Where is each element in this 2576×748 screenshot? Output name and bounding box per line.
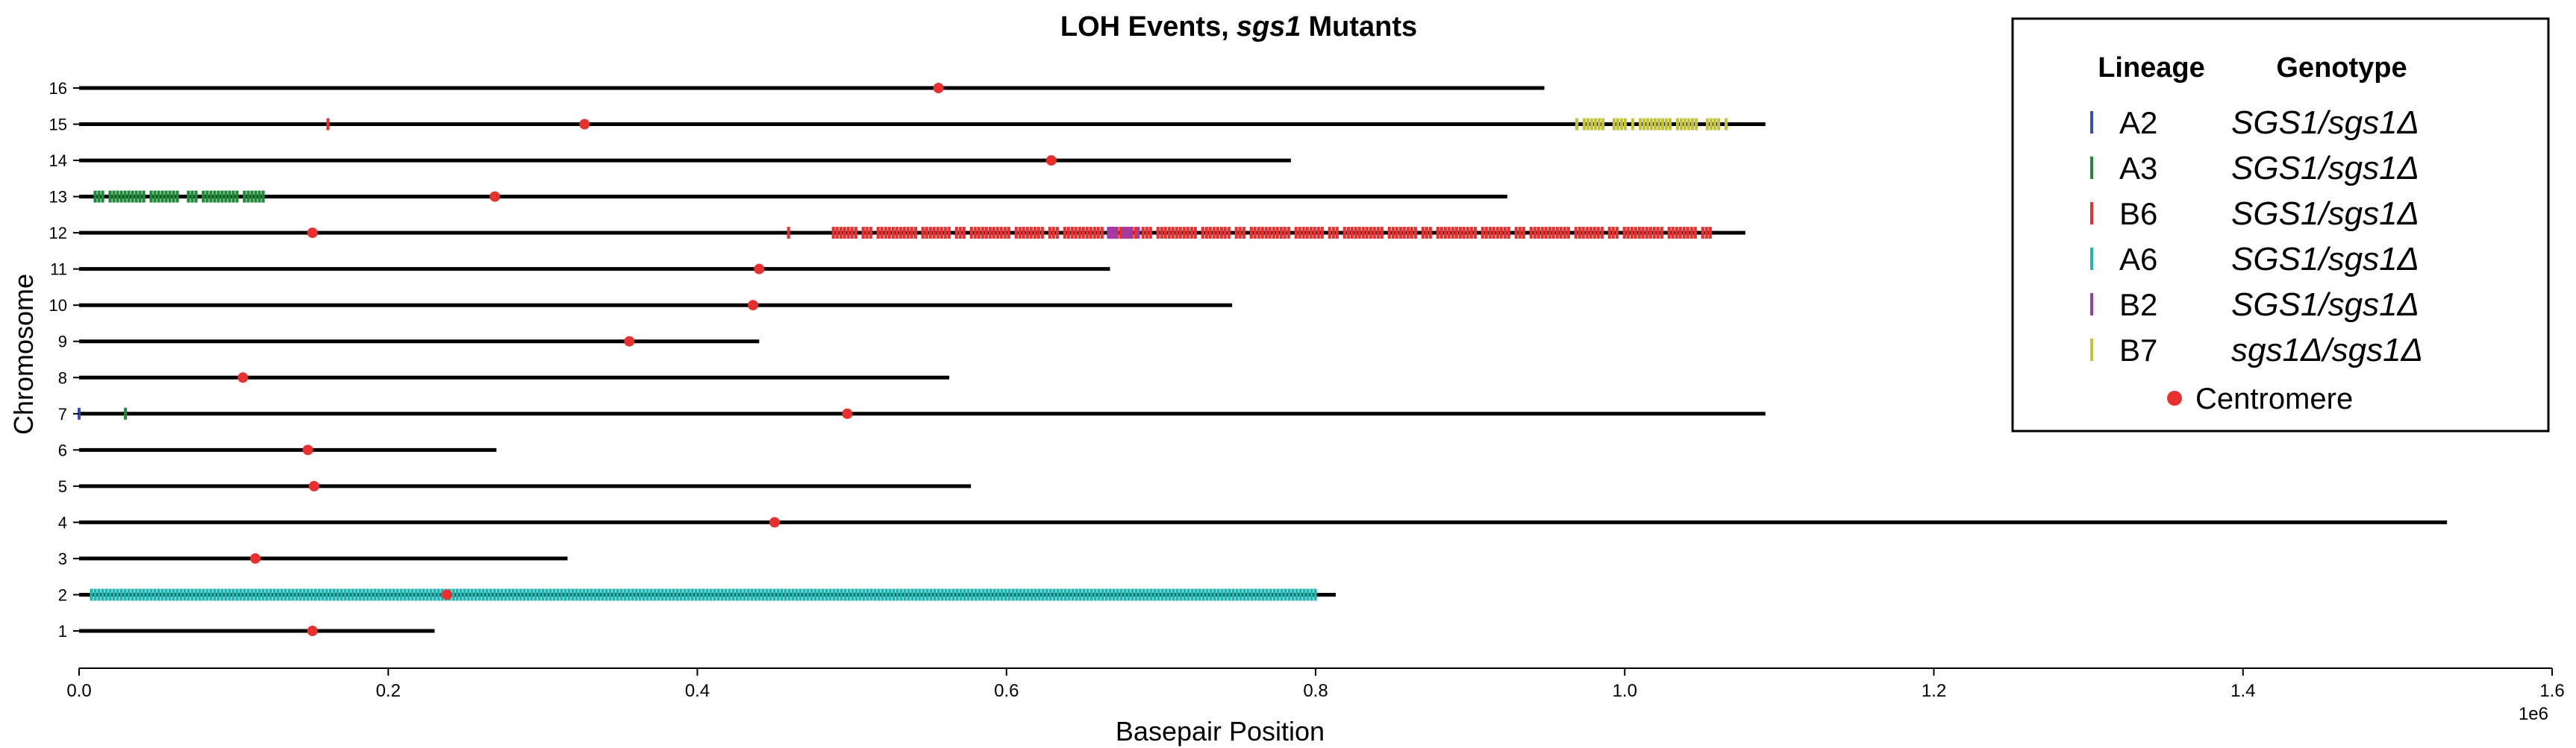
centromere-chr16 [933, 83, 944, 93]
centromere-chr13 [490, 191, 501, 202]
legend-centromere-label: Centromere [2195, 383, 2353, 415]
legend-rows: A2 SGS1/sgs1Δ A3 SGS1/sgs1Δ B6 SGS1/sgs1Δ A6 SG… [2090, 104, 2423, 368]
centromere-chr1 [307, 626, 318, 636]
chart-title: LOH Events, sgs1 Mutants [1060, 11, 1417, 43]
legend-genotype-label: SGS1/sgs1Δ [2231, 150, 2419, 186]
legend-lineage-label: A2 [2119, 105, 2157, 140]
centromere-chr12 [307, 227, 318, 239]
legend-genotype-label: SGS1/sgs1Δ [2231, 286, 2419, 323]
legend-lineage-label: B2 [2119, 287, 2157, 322]
legend-row-B2: B2 SGS1/sgs1Δ [2090, 286, 2419, 323]
x-ticks: 0.0 0.2 0.4 0.6 0.8 1.0 1.2 1.4 1.6 [66, 668, 2565, 701]
legend-row-A2: A2 SGS1/sgs1Δ [2090, 104, 2419, 141]
y-tick-label: 8 [58, 368, 67, 387]
centromere-chr7 [842, 408, 853, 419]
legend-genotype-label: SGS1/sgs1Δ [2231, 241, 2419, 277]
x-tick-label: 0.0 [66, 681, 91, 701]
legend-row-B6: B6 SGS1/sgs1Δ [2090, 195, 2419, 232]
x-tick-label: 0.8 [1303, 681, 1328, 701]
legend-row-A6: A6 SGS1/sgs1Δ [2090, 241, 2419, 277]
legend-genotype-label: SGS1/sgs1Δ [2231, 104, 2419, 141]
centromere-chr9 [624, 336, 635, 347]
y-tick-label: 7 [58, 405, 67, 424]
legend-header-lineage: Lineage [2098, 52, 2205, 84]
centromere-chr10 [748, 300, 759, 311]
legend-header-genotype: Genotype [2276, 52, 2407, 84]
x-axis-label: Basepair Position [1116, 716, 1325, 747]
y-tick-label: 9 [58, 333, 67, 351]
y-tick-label: 13 [49, 188, 67, 207]
loh-event-B7-chr15 [1575, 118, 1728, 131]
legend-row-A3: A3 SGS1/sgs1Δ [2090, 150, 2419, 186]
x-tick-label: 0.2 [376, 681, 401, 701]
y-tick-label: 14 [49, 151, 67, 170]
y-tick-label: 2 [58, 585, 67, 604]
y-tick-label: 11 [50, 260, 67, 279]
loh-event-A3-chr13 [93, 190, 265, 203]
y-tick-label: 6 [58, 441, 67, 459]
x-tick-label: 0.4 [685, 681, 710, 701]
chart-title-suffix: Mutants [1308, 11, 1417, 43]
x-tick-label: 1.2 [1922, 681, 1946, 701]
legend: Lineage Genotype A2 SGS1/sgs1Δ A3 SGS1/sgs1… [2011, 17, 2550, 433]
legend-lineage-label: B7 [2119, 333, 2157, 368]
legend-row-B7: B7 sgs1Δ/sgs1Δ [2090, 332, 2423, 368]
legend-box [2011, 17, 2550, 433]
y-tick-label: 4 [58, 513, 67, 532]
x-offset-label: 1e6 [2519, 704, 2548, 724]
centromere-chr15 [579, 119, 590, 130]
chart-title-main: LOH Events, [1060, 11, 1229, 43]
y-axis-label: Chromosome [8, 274, 39, 435]
centromere-chr2 [441, 589, 452, 600]
centromere-chr6 [302, 444, 313, 456]
y-tick-label: 16 [49, 79, 67, 98]
centromere-chr5 [308, 480, 319, 491]
y-tick-label: 1 [58, 622, 67, 641]
y-tick-label: 3 [58, 550, 67, 568]
plot-area [78, 83, 2448, 636]
legend-genotype-label: SGS1/sgs1Δ [2231, 195, 2419, 232]
centromere-chr3 [250, 553, 261, 564]
centromere-chr14 [1045, 155, 1057, 166]
x-tick-label: 1.6 [2539, 681, 2564, 701]
legend-genotype-label: sgs1Δ/sgs1Δ [2231, 332, 2423, 368]
legend-lineage-label: A6 [2119, 242, 2157, 277]
y-tick-label: 12 [49, 224, 67, 242]
x-tick-label: 1.4 [2230, 681, 2255, 701]
y-tick-label: 10 [49, 296, 67, 315]
legend-lineage-label: A3 [2119, 151, 2157, 186]
chart-title-italic: sgs1 [1237, 11, 1301, 43]
centromere-chr4 [769, 517, 781, 528]
y-tick-label: 15 [49, 116, 67, 134]
loh-event-B2-chr12 [1107, 227, 1140, 239]
x-tick-label: 1.0 [1613, 681, 1637, 701]
legend-lineage-label: B6 [2119, 196, 2157, 231]
centromere-chr11 [754, 263, 765, 274]
legend-centromere-marker [2167, 391, 2182, 406]
y-tick-label: 5 [58, 477, 67, 496]
x-tick-label: 0.6 [994, 681, 1019, 701]
loh-event-A6-chr2 [90, 588, 1317, 601]
centromere-chr8 [237, 372, 248, 383]
